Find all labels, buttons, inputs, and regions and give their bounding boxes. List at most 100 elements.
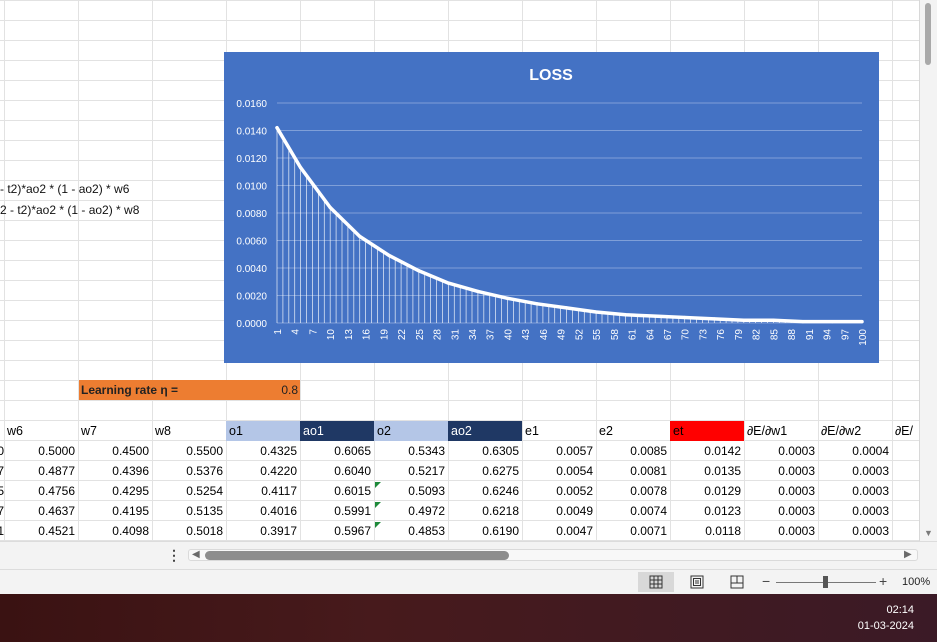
- table-cell[interactable]: 0.4295: [112, 484, 149, 498]
- table-cell-clipped[interactable]: 5: [0, 484, 4, 498]
- table-cell[interactable]: 0.0003: [778, 504, 815, 518]
- table-cell[interactable]: 0.4220: [260, 464, 297, 478]
- table-cell[interactable]: 0.6015: [334, 484, 371, 498]
- table-cell[interactable]: 0.0003: [778, 444, 815, 458]
- table-cell[interactable]: 0.6065: [334, 444, 371, 458]
- table-cell[interactable]: 0.0142: [704, 444, 741, 458]
- table-cell[interactable]: 0.0081: [630, 464, 667, 478]
- table-cell-clipped[interactable]: 1: [0, 524, 4, 538]
- table-cell[interactable]: 0.4637: [38, 504, 75, 518]
- table-cell[interactable]: 0.0129: [704, 484, 741, 498]
- table-cell[interactable]: 0.4521: [38, 524, 75, 538]
- table-cell[interactable]: 0.0003: [852, 464, 889, 478]
- table-cell[interactable]: 0.0085: [630, 444, 667, 458]
- column-header[interactable]: et: [670, 421, 744, 441]
- table-cell[interactable]: 0.4500: [112, 444, 149, 458]
- table-cell[interactable]: 0.0118: [705, 524, 741, 538]
- table-cell[interactable]: 0.4325: [260, 444, 297, 458]
- table-cell[interactable]: 0.5018: [186, 524, 223, 538]
- table-cell[interactable]: 0.6275: [482, 464, 519, 478]
- table-cell[interactable]: 0.4972: [408, 504, 445, 518]
- table-cell[interactable]: 0.3917: [260, 524, 297, 538]
- table-cell[interactable]: 0.5343: [408, 444, 445, 458]
- vertical-scroll-thumb[interactable]: [925, 3, 931, 65]
- table-cell[interactable]: 0.4117: [261, 484, 297, 498]
- column-header[interactable]: ao1: [300, 421, 374, 441]
- table-cell[interactable]: 0.0074: [630, 504, 667, 518]
- y-tick-label: 0.0100: [236, 182, 267, 193]
- table-cell[interactable]: 0.0003: [852, 484, 889, 498]
- table-cell[interactable]: 0.5500: [186, 444, 223, 458]
- table-cell[interactable]: 0.0078: [630, 484, 667, 498]
- table-cell[interactable]: 0.0052: [556, 484, 593, 498]
- column-header[interactable]: ∂E/: [895, 424, 913, 438]
- table-cell[interactable]: 0.5254: [186, 484, 223, 498]
- table-cell[interactable]: 0.0003: [778, 524, 815, 538]
- clock-date[interactable]: 01-03-2024: [857, 620, 914, 632]
- zoom-in-button[interactable]: +: [879, 573, 888, 589]
- table-cell[interactable]: 0.0123: [704, 504, 741, 518]
- table-cell[interactable]: 0.6190: [482, 524, 519, 538]
- table-cell[interactable]: 0.4396: [112, 464, 149, 478]
- column-header[interactable]: e1: [525, 424, 539, 438]
- more-options-icon[interactable]: ⋮: [167, 547, 181, 563]
- page-layout-view-button[interactable]: [679, 572, 715, 592]
- table-cell[interactable]: 0.0054: [556, 464, 593, 478]
- table-cell[interactable]: 0.5000: [38, 444, 75, 458]
- column-header[interactable]: o2: [374, 421, 448, 441]
- scroll-right-arrow-icon[interactable]: ▶: [904, 549, 912, 560]
- table-cell-clipped[interactable]: 7: [0, 504, 4, 518]
- table-cell-clipped[interactable]: 7: [0, 464, 4, 478]
- loss-chart[interactable]: LOSS 0.0160 0.0140 0.0120 0.0100 0.0080 0.0060…: [224, 52, 879, 363]
- table-cell[interactable]: 0.4853: [408, 524, 445, 538]
- column-header[interactable]: e2: [599, 424, 613, 438]
- column-header[interactable]: ao2: [448, 421, 522, 441]
- zoom-slider-thumb[interactable]: [823, 576, 828, 588]
- table-cell[interactable]: 0.5135: [186, 504, 223, 518]
- table-cell[interactable]: 0.0057: [556, 444, 593, 458]
- table-cell[interactable]: 0.5093: [408, 484, 445, 498]
- worksheet-grid[interactable]: - t2)*ao2 * (1 - ao2) * w6 2 - t2)*ao2 *…: [0, 0, 919, 541]
- vertical-scrollbar[interactable]: ▼: [919, 0, 937, 541]
- clock-time[interactable]: 02:14: [886, 604, 914, 616]
- table-cell[interactable]: 0.0071: [630, 524, 667, 538]
- column-header[interactable]: ∂E/∂w2: [821, 424, 862, 438]
- horizontal-scroll-thumb[interactable]: [205, 551, 509, 560]
- table-cell[interactable]: 0.0004: [852, 444, 889, 458]
- table-cell[interactable]: 0.6218: [482, 504, 519, 518]
- table-cell[interactable]: 0.4756: [38, 484, 75, 498]
- table-cell[interactable]: 0.4098: [112, 524, 149, 538]
- table-cell[interactable]: 0.0135: [704, 464, 741, 478]
- column-header[interactable]: ∂E/∂w1: [747, 424, 788, 438]
- table-cell[interactable]: 0.4016: [260, 504, 297, 518]
- table-cell[interactable]: 0.0003: [852, 524, 889, 538]
- table-cell[interactable]: 0.4877: [38, 464, 75, 478]
- table-cell[interactable]: 0.6246: [482, 484, 519, 498]
- table-cell[interactable]: 0.0047: [556, 524, 593, 538]
- normal-view-button[interactable]: [638, 572, 674, 592]
- learning-rate-label[interactable]: Learning rate η =: [79, 380, 227, 400]
- column-header[interactable]: w8: [155, 424, 171, 438]
- table-cell[interactable]: 0.6305: [482, 444, 519, 458]
- table-cell[interactable]: 0.4195: [112, 504, 149, 518]
- page-break-view-button[interactable]: [719, 572, 755, 592]
- column-header[interactable]: o1: [226, 421, 300, 441]
- scroll-down-arrow-icon[interactable]: ▼: [924, 528, 933, 538]
- table-cell[interactable]: 0.5967: [334, 524, 371, 538]
- table-cell[interactable]: 0.0003: [778, 484, 815, 498]
- zoom-out-button[interactable]: −: [762, 573, 771, 589]
- table-cell[interactable]: 0.6040: [334, 464, 371, 478]
- column-header[interactable]: w6: [7, 424, 23, 438]
- table-cell[interactable]: 0.5376: [186, 464, 223, 478]
- table-cell-clipped[interactable]: 0: [0, 444, 4, 458]
- learning-rate-value[interactable]: 0.8: [227, 380, 300, 400]
- column-header[interactable]: w7: [81, 424, 97, 438]
- table-cell[interactable]: 0.0003: [778, 464, 815, 478]
- table-cell[interactable]: 0.0049: [556, 504, 593, 518]
- scroll-left-arrow-icon[interactable]: ◀: [192, 549, 200, 560]
- table-cell[interactable]: 0.0003: [852, 504, 889, 518]
- table-cell[interactable]: 0.5217: [408, 464, 445, 478]
- zoom-level[interactable]: 100%: [902, 576, 931, 588]
- table-cell[interactable]: 0.5991: [334, 504, 371, 518]
- x-tick-label: 16: [362, 329, 373, 341]
